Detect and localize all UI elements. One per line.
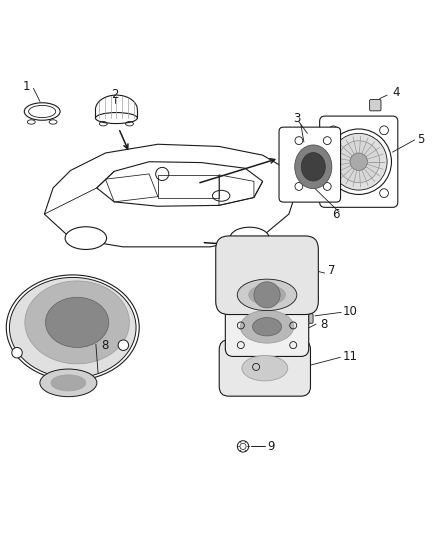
Text: 4: 4: [392, 86, 399, 100]
Text: 6: 6: [332, 208, 339, 222]
Ellipse shape: [237, 279, 297, 311]
Ellipse shape: [40, 369, 97, 397]
Text: 5: 5: [417, 133, 424, 147]
Ellipse shape: [46, 297, 109, 348]
FancyBboxPatch shape: [225, 302, 309, 357]
Text: 11: 11: [343, 350, 357, 362]
Circle shape: [326, 129, 392, 195]
FancyBboxPatch shape: [279, 127, 341, 202]
Ellipse shape: [301, 152, 325, 181]
Ellipse shape: [242, 356, 288, 381]
Ellipse shape: [253, 318, 282, 336]
Circle shape: [237, 441, 249, 452]
Ellipse shape: [25, 281, 129, 364]
Circle shape: [330, 133, 387, 190]
Text: 8: 8: [320, 318, 328, 330]
Text: 9: 9: [267, 440, 274, 453]
Text: 2: 2: [111, 88, 119, 101]
FancyBboxPatch shape: [219, 340, 311, 396]
Ellipse shape: [230, 227, 269, 249]
Text: 10: 10: [343, 304, 357, 318]
Circle shape: [350, 153, 367, 171]
FancyBboxPatch shape: [216, 236, 318, 314]
Text: 8: 8: [101, 338, 108, 352]
Text: 1: 1: [23, 80, 31, 93]
FancyBboxPatch shape: [296, 163, 306, 172]
Circle shape: [338, 141, 380, 183]
Circle shape: [12, 348, 22, 358]
Ellipse shape: [295, 145, 332, 189]
FancyBboxPatch shape: [370, 100, 381, 111]
FancyBboxPatch shape: [303, 132, 312, 141]
Text: 3: 3: [254, 372, 262, 385]
Ellipse shape: [10, 277, 136, 378]
Ellipse shape: [65, 227, 106, 249]
FancyBboxPatch shape: [320, 116, 398, 207]
Circle shape: [118, 340, 129, 350]
Ellipse shape: [249, 285, 286, 305]
FancyBboxPatch shape: [304, 313, 313, 323]
Circle shape: [67, 373, 78, 383]
Text: 3: 3: [293, 111, 300, 125]
Ellipse shape: [51, 375, 86, 391]
Text: 7: 7: [328, 264, 336, 277]
Circle shape: [254, 282, 280, 308]
Ellipse shape: [6, 275, 139, 381]
Ellipse shape: [240, 310, 294, 343]
